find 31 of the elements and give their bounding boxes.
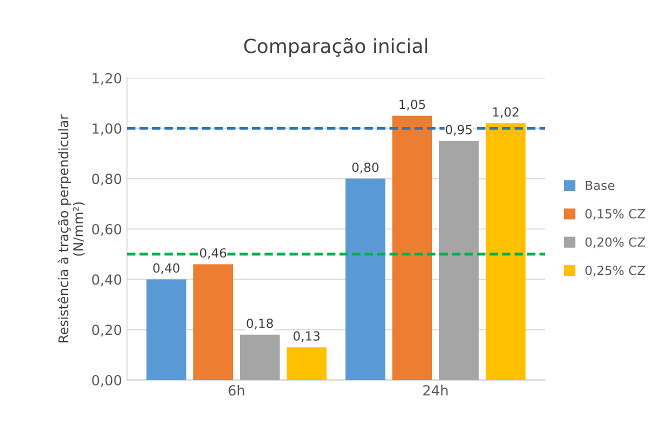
bar xyxy=(486,123,526,380)
y-tick-label: 0,40 xyxy=(92,274,122,286)
bar xyxy=(193,264,233,380)
bar xyxy=(146,279,186,380)
legend-label: 0,20% CZ xyxy=(585,237,646,248)
y-tick-label: 1,20 xyxy=(92,72,122,85)
chart-title: Comparação inicial xyxy=(244,38,428,58)
y-tick-label: 0,60 xyxy=(92,224,122,236)
legend-label: 0,25% CZ xyxy=(585,266,646,276)
data-label: 0,95 xyxy=(446,124,472,136)
y-tick-label: 1,00 xyxy=(92,123,122,136)
y-tick-label: 0,00 xyxy=(92,374,122,387)
data-label: 0,40 xyxy=(153,263,180,274)
data-label: 0,46 xyxy=(200,248,226,259)
y-axis-title: Resistência à tração perpendicular (N/mm²) xyxy=(58,114,85,342)
bar xyxy=(392,116,432,380)
data-label: 1,05 xyxy=(400,100,425,110)
bar xyxy=(345,178,386,380)
y-tick-label: 0,20 xyxy=(92,324,122,337)
bar xyxy=(286,347,327,380)
legend-label: 0,15% CZ xyxy=(585,209,646,220)
x-tick-label: 6h xyxy=(228,384,244,396)
data-label: 0,80 xyxy=(352,162,378,174)
data-label: 0,18 xyxy=(246,318,273,330)
y-tick-label: 0,80 xyxy=(92,174,122,186)
data-label: 1,02 xyxy=(493,107,518,118)
data-label: 0,13 xyxy=(294,331,320,342)
bar xyxy=(439,140,479,380)
legend-label: Base xyxy=(586,180,614,190)
x-tick-label: 24h xyxy=(423,384,448,396)
bar xyxy=(240,334,280,380)
